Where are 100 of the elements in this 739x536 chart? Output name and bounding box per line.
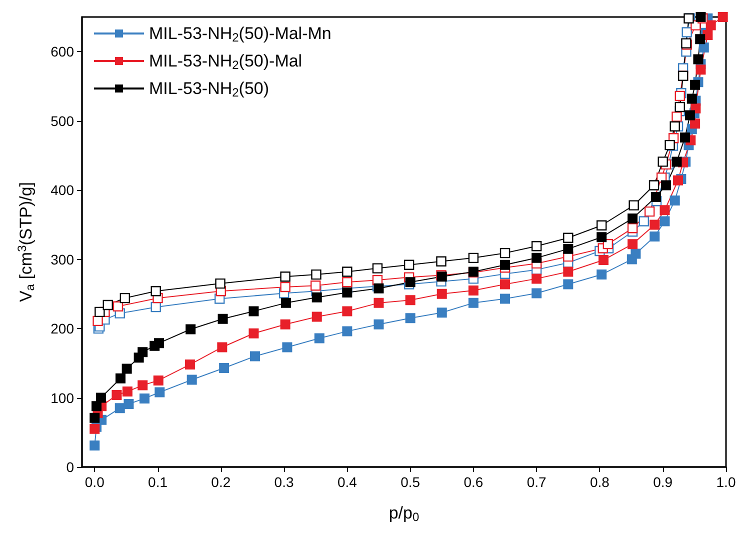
point [342,266,352,277]
point [670,195,680,206]
point [500,279,510,290]
point [250,351,260,362]
point [154,387,165,398]
point [630,248,641,259]
point [153,375,164,386]
point [693,54,704,64]
point [404,260,414,270]
point [661,180,672,190]
y-tick-label: 0 [66,459,74,475]
point [312,312,322,322]
point [664,140,675,150]
point [280,298,291,308]
point [596,220,607,230]
point [628,239,638,250]
point [310,280,321,291]
x-tick-label: 0.5 [400,474,420,490]
point [563,279,574,290]
point [311,269,322,280]
point [374,298,384,308]
point [92,401,102,412]
point [650,220,660,230]
y-tick-label: 400 [50,182,74,198]
point [690,80,700,90]
point [102,300,113,310]
point [718,12,728,22]
y-tick-label: 200 [50,320,74,337]
x-tick-label: 0.3 [274,474,294,490]
point [638,216,650,226]
point [280,272,290,282]
point [673,175,684,186]
point [186,324,196,334]
y-tick-label: 300 [50,251,74,268]
y-tick-label: 600 [50,44,74,60]
point [660,205,670,216]
point [405,313,416,324]
point [219,363,230,373]
point [114,403,125,414]
point [596,270,607,280]
point [215,278,226,289]
point [682,27,692,38]
point [532,252,542,263]
point [563,266,574,277]
point [628,200,639,210]
point [94,306,105,318]
point [124,399,134,409]
x-tick-label: 0.6 [464,474,484,490]
point [468,285,478,296]
point [150,286,161,296]
point [596,232,607,242]
point [405,295,416,306]
point [648,180,660,190]
point [248,306,259,316]
point [218,314,228,324]
y-axis-title: Va [cm3(STP)/g] [15,182,37,302]
point [672,156,682,167]
point [532,288,542,298]
point [436,308,447,318]
point [706,20,716,30]
y-tick-label: 100 [50,390,74,406]
point [122,386,132,397]
x-tick-label: 0.4 [337,474,358,490]
point [217,342,228,352]
point [96,392,106,403]
point [500,294,510,304]
point [686,94,697,104]
point [644,206,655,217]
point [90,440,100,451]
x-tick-label: 0.9 [653,474,673,490]
point [695,34,706,44]
point [680,132,690,142]
point [500,260,510,270]
point [184,360,195,370]
point [531,241,542,252]
point [90,412,100,423]
x-tick-label: 0.7 [526,474,547,490]
x-tick-label: 0.1 [148,474,168,490]
point [314,333,324,344]
point [598,255,609,265]
point [690,118,700,129]
point [674,90,686,102]
point [280,319,290,330]
point [374,319,384,330]
point [280,282,290,292]
point [342,288,352,298]
point [500,248,510,258]
point [116,373,126,384]
point [342,277,352,288]
point [112,390,122,400]
point [436,288,447,299]
point [563,244,574,254]
point [468,298,478,308]
x-tick-label: 0.2 [211,474,231,490]
x-tick-label: 1.0 [716,474,736,490]
point [248,328,259,338]
point [122,364,132,374]
point [312,292,322,302]
point [92,316,103,326]
point [112,301,124,312]
